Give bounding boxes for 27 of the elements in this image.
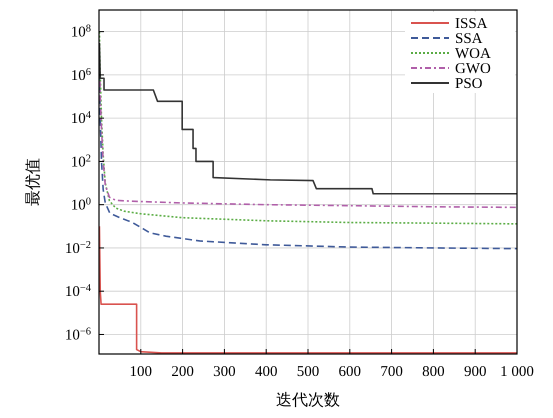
y-tick-label: 10$^{6}$ bbox=[70, 66, 91, 84]
y-tick-label: 10$^{4}$ bbox=[70, 110, 92, 128]
x-tick-label: 100 bbox=[130, 364, 152, 380]
line-series bbox=[99, 30, 517, 225]
y-tick-label: 10$^{8}$ bbox=[70, 23, 91, 41]
x-tick-label: 800 bbox=[422, 364, 445, 380]
legend-label: SSA bbox=[455, 31, 483, 47]
x-tick-label: 200 bbox=[171, 364, 194, 380]
x-tick-label: 600 bbox=[338, 364, 362, 380]
x-tick-label: 700 bbox=[380, 364, 403, 380]
y-tick-label: 10$^{−2}$ bbox=[64, 239, 91, 257]
line-series bbox=[99, 226, 517, 354]
y-tick-label: 10$^{2}$ bbox=[70, 152, 91, 170]
x-tick-label: 1 000 bbox=[500, 364, 534, 380]
y-tick-label: 10$^{−4}$ bbox=[64, 282, 92, 300]
y-tick-label: 10$^{0}$ bbox=[70, 196, 91, 214]
y-tick-label: 10$^{−6}$ bbox=[64, 326, 91, 344]
x-tick-label: 500 bbox=[296, 364, 320, 380]
legend-label: WOA bbox=[455, 46, 491, 62]
x-axis-title: 迭代次数 bbox=[276, 391, 340, 409]
legend-label: ISSA bbox=[455, 16, 488, 32]
x-tick-label: 400 bbox=[254, 364, 278, 380]
legend-label: GWO bbox=[455, 61, 491, 77]
x-tick-label: 900 bbox=[464, 364, 486, 380]
x-tick-label: 300 bbox=[213, 364, 236, 380]
legend-label: PSO bbox=[455, 76, 483, 92]
y-axis-title: 最优值 bbox=[25, 158, 42, 206]
